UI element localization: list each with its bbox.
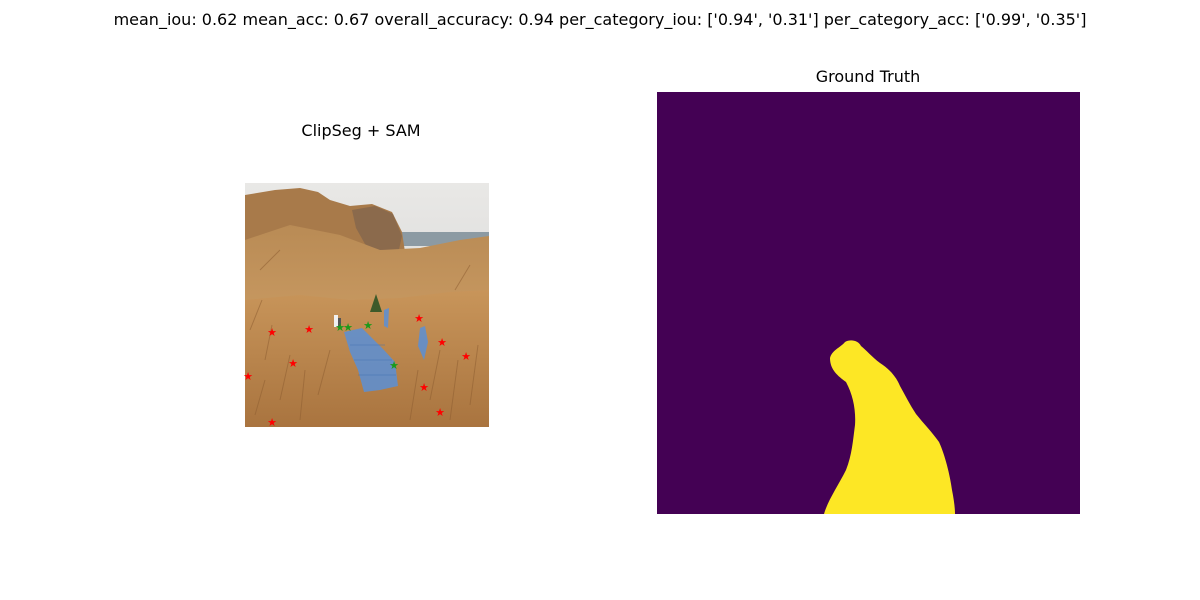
positive-point: ★ (343, 321, 353, 334)
negative-point: ★ (288, 357, 298, 370)
ground-truth-mask (657, 92, 1080, 514)
figure-suptitle: mean_iou: 0.62 mean_acc: 0.67 overall_ac… (114, 10, 1087, 30)
negative-point: ★ (461, 350, 471, 363)
negative-point: ★ (304, 323, 314, 336)
positive-point: ★ (389, 359, 399, 372)
prediction-image (245, 183, 489, 427)
negative-point: ★ (243, 370, 253, 383)
negative-point: ★ (437, 336, 447, 349)
negative-point: ★ (267, 326, 277, 339)
negative-point: ★ (267, 416, 277, 429)
negative-point: ★ (419, 381, 429, 394)
negative-point: ★ (414, 312, 424, 325)
positive-point: ★ (363, 319, 373, 332)
mask-foreground (824, 340, 955, 514)
panel-title-prediction: ClipSeg + SAM (301, 121, 420, 140)
prompt-points: ★ ★ ★ ★ ★ ★ ★ ★ ★ ★ ★ ★ ★ ★ (243, 312, 471, 429)
positive-point: ★ (335, 321, 345, 334)
negative-point: ★ (435, 406, 445, 419)
panel-title-ground-truth: Ground Truth (816, 67, 921, 86)
